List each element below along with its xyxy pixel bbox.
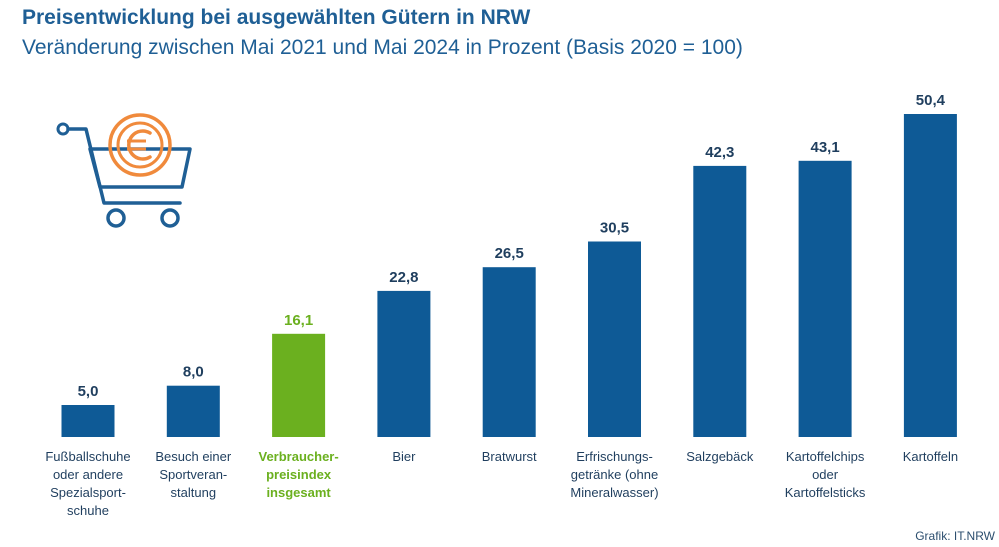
bar [798,160,852,438]
category-label: Besuch einer Sportveran-staltung [155,449,232,500]
shopping-cart-euro-icon [56,113,192,228]
category-label-line: Fußballschuhe [45,449,130,464]
category-label: Kartoffelchips oder Kartoffelsticks [785,449,866,500]
category-label-line: Erfrischungs- [576,449,653,464]
category-label-line: Bratwurst [482,449,537,464]
value-label: 43,1 [810,139,839,156]
category-label: Bier [392,449,416,464]
value-label: 22,8 [389,269,418,286]
category-label-line: Kartoffelsticks [785,485,866,500]
category-label-line: schuhe [67,503,109,518]
bar [61,405,115,437]
category-label: Kartoffeln [903,449,958,464]
category-label: Verbraucher-preisindex insgesamt [258,449,338,500]
chart-title: Preisentwicklung bei ausgewählten Gütern… [22,6,531,29]
category-label: Bratwurst [482,449,537,464]
category-label-line: oder andere [53,467,123,482]
category-label-line: Salzgebäck [686,449,754,464]
category-label-line: Kartoffeln [903,449,958,464]
chart-subtitle: Veränderung zwischen Mai 2021 und Mai 20… [22,36,743,59]
value-label: 5,0 [78,383,99,400]
category-label-line: getränke (ohne [571,467,658,482]
value-label: 8,0 [183,364,204,381]
category-label-line: Sportveran- [159,467,227,482]
value-label: 50,4 [916,92,946,109]
source-credit: Grafik: IT.NRW [915,529,995,543]
category-label-line: Besuch einer [155,449,232,464]
category-label-line: Mineralwasser) [570,485,658,500]
value-label: 16,1 [284,312,313,329]
value-label: 42,3 [705,144,734,161]
bar [272,333,326,437]
bar [693,165,747,437]
bar [482,267,536,437]
category-label: Salzgebäck [686,449,754,464]
value-label: 30,5 [600,220,629,237]
category-label-line: oder [812,467,839,482]
category-label-line: insgesamt [266,485,331,500]
value-label: 26,5 [495,245,524,262]
bar [903,114,957,437]
category-label-line: Kartoffelchips [786,449,865,464]
category-label-line: staltung [171,485,217,500]
category-label: Fußballschuhe oder andere Spezialsport-sch… [45,449,130,518]
category-label: Erfrischungs-getränke (ohne Mineralwasser… [570,449,658,500]
category-label-line: Verbraucher- [258,449,338,464]
bar [166,385,220,437]
bar [377,290,431,437]
bar [588,241,641,437]
category-label-line: Bier [392,449,416,464]
category-label-line: Spezialsport- [50,485,126,500]
category-label-line: preisindex [266,467,332,482]
